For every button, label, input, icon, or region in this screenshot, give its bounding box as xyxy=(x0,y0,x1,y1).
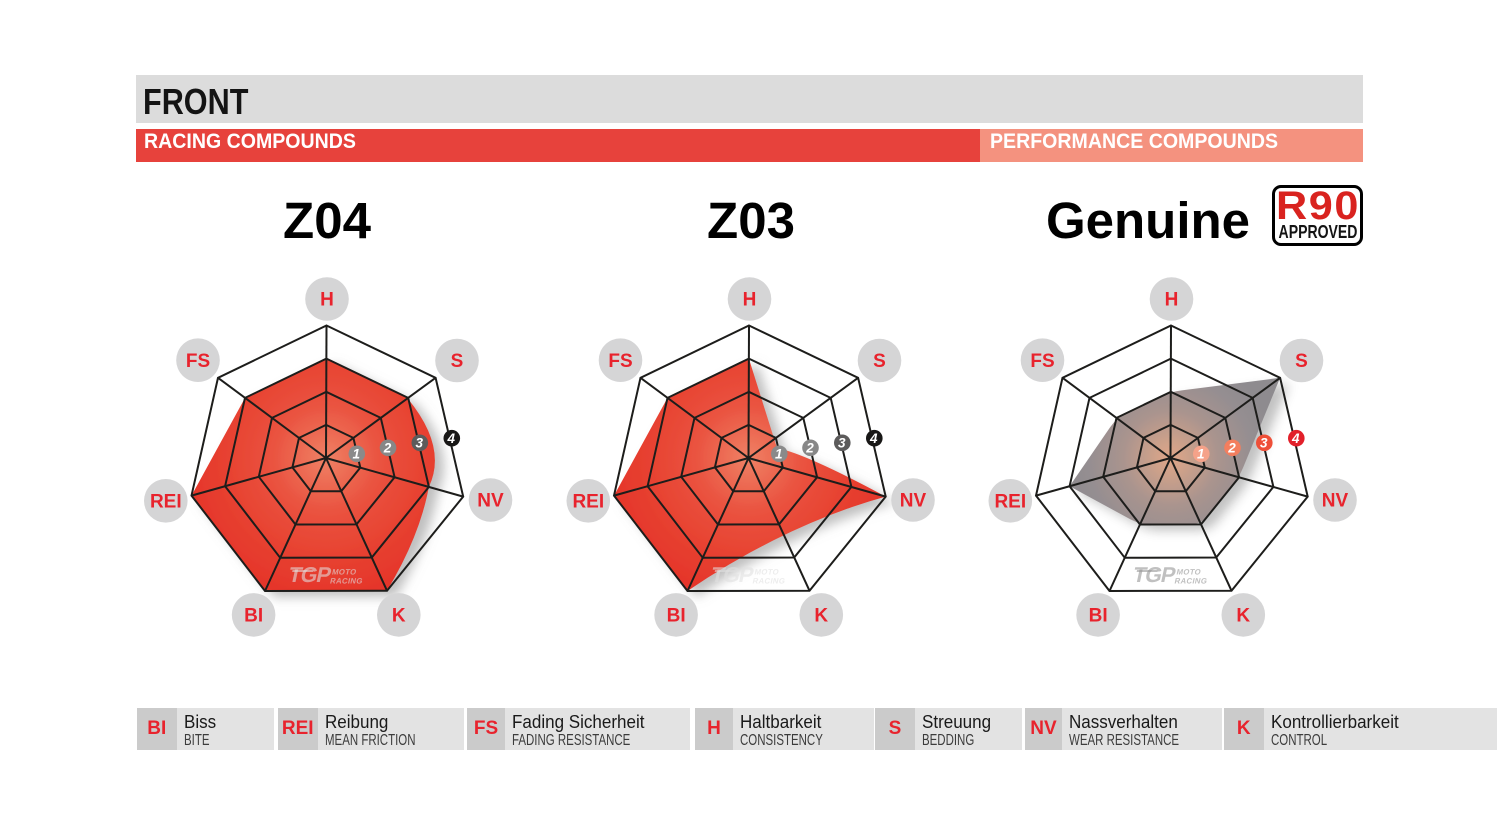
svg-text:1: 1 xyxy=(775,447,783,462)
svg-text:3: 3 xyxy=(838,436,846,451)
svg-text:4: 4 xyxy=(1291,431,1300,446)
svg-text:FS: FS xyxy=(186,351,210,372)
svg-text:MOTO: MOTO xyxy=(1176,568,1202,577)
svg-text:S: S xyxy=(451,351,464,372)
svg-text:2: 2 xyxy=(383,441,392,456)
svg-text:BI: BI xyxy=(1089,606,1108,627)
svg-text:FS: FS xyxy=(608,351,632,372)
svg-text:3: 3 xyxy=(416,436,424,451)
svg-text:3: 3 xyxy=(1260,436,1268,451)
svg-text:BI: BI xyxy=(667,606,686,627)
svg-text:TGP: TGP xyxy=(1131,562,1178,587)
svg-text:1: 1 xyxy=(353,447,361,462)
svg-text:REI: REI xyxy=(994,492,1026,513)
svg-text:NV: NV xyxy=(900,491,927,512)
svg-text:S: S xyxy=(873,351,886,372)
svg-text:2: 2 xyxy=(805,441,814,456)
svg-text:2: 2 xyxy=(1227,441,1236,456)
svg-text:FS: FS xyxy=(1030,351,1054,372)
svg-text:NV: NV xyxy=(1322,491,1349,512)
svg-text:TGP: TGP xyxy=(709,562,756,587)
svg-text:REI: REI xyxy=(572,492,604,513)
svg-text:NV: NV xyxy=(477,491,504,512)
svg-text:REI: REI xyxy=(150,492,182,513)
svg-text:1: 1 xyxy=(1197,447,1205,462)
svg-text:4: 4 xyxy=(447,431,456,446)
svg-text:H: H xyxy=(320,290,334,311)
svg-text:4: 4 xyxy=(869,431,878,446)
svg-text:BI: BI xyxy=(244,606,263,627)
svg-text:RACING: RACING xyxy=(752,577,786,586)
svg-text:RACING: RACING xyxy=(329,577,363,586)
svg-text:H: H xyxy=(1165,290,1179,311)
svg-text:TGP: TGP xyxy=(286,562,333,587)
svg-text:K: K xyxy=(1236,606,1250,627)
svg-text:K: K xyxy=(392,606,406,627)
svg-text:RACING: RACING xyxy=(1174,577,1208,586)
svg-text:S: S xyxy=(1295,351,1308,372)
svg-text:MOTO: MOTO xyxy=(331,568,357,577)
svg-text:K: K xyxy=(814,606,828,627)
svg-text:MOTO: MOTO xyxy=(754,568,780,577)
svg-text:H: H xyxy=(743,290,757,311)
